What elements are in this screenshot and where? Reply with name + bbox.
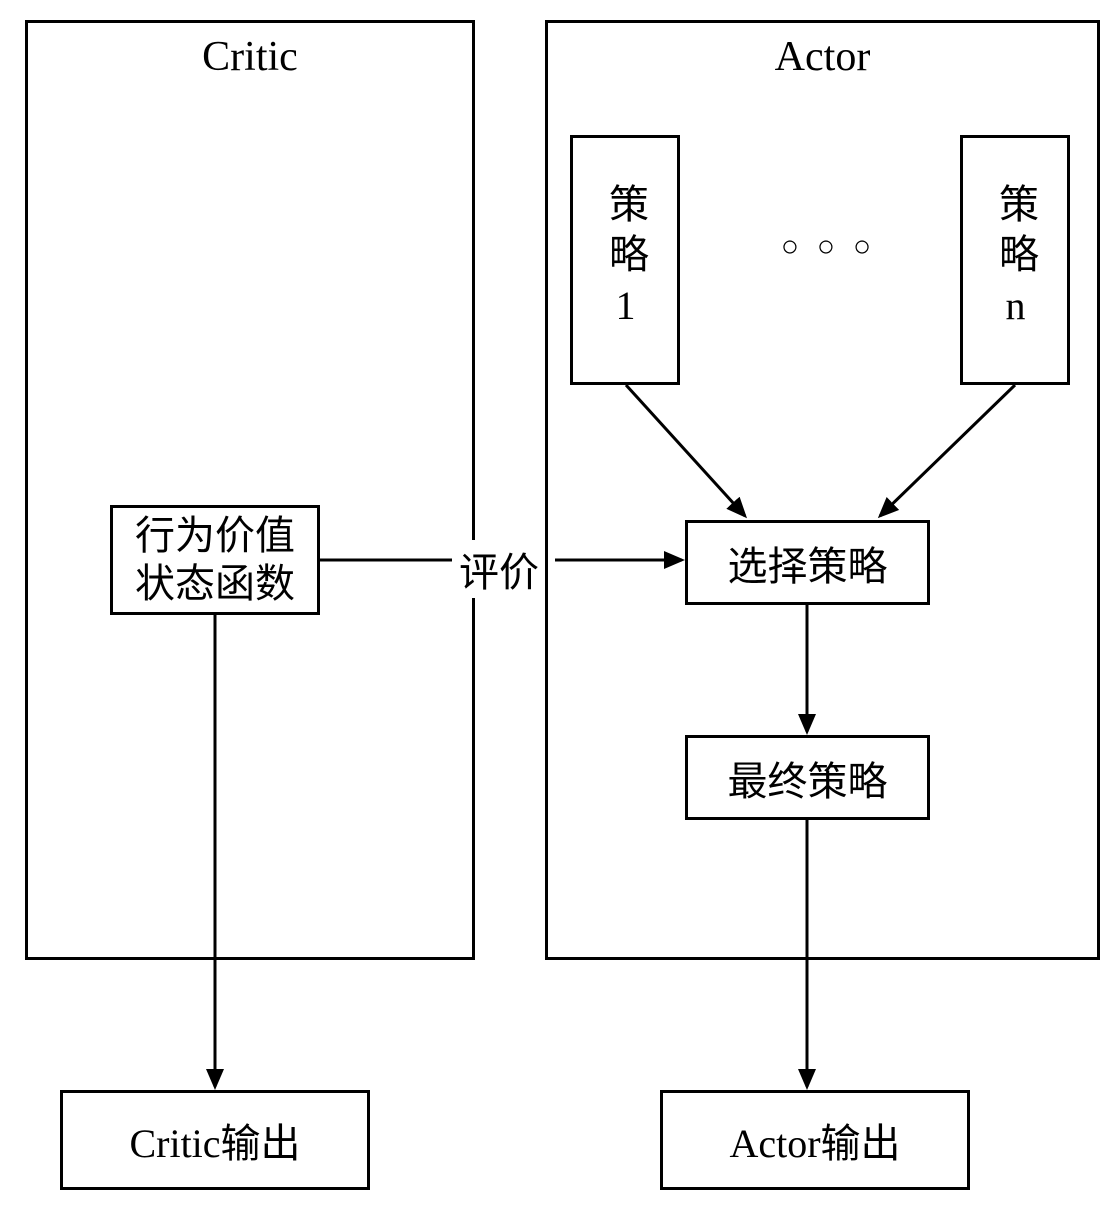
critic-title: Critic — [202, 33, 298, 81]
value-function-node: 行为价值 状态函数 — [110, 505, 320, 615]
policy-n-text: 策略n — [986, 183, 1044, 338]
critic-container: Critic — [25, 20, 475, 960]
evaluate-edge-label: 评价 — [455, 540, 543, 598]
actor-output-text: Actor输出 — [729, 1111, 900, 1169]
critic-output-node: Critic输出 — [60, 1090, 370, 1190]
final-policy-node: 最终策略 — [685, 735, 930, 820]
policy-1-text: 策略1 — [596, 183, 654, 338]
actor-title: Actor — [775, 33, 871, 81]
select-policy-node: 选择策略 — [685, 520, 930, 605]
final-policy-text: 最终策略 — [728, 749, 888, 807]
policy-1-node: 策略1 — [570, 135, 680, 385]
value-fn-line2: 状态函数 — [135, 560, 295, 608]
policy-ellipsis: ○○○ — [740, 230, 930, 264]
critic-output-text: Critic输出 — [129, 1111, 300, 1169]
select-policy-text: 选择策略 — [728, 534, 888, 592]
policy-n-node: 策略n — [960, 135, 1070, 385]
actor-output-node: Actor输出 — [660, 1090, 970, 1190]
value-fn-line1: 行为价值 — [135, 512, 295, 560]
